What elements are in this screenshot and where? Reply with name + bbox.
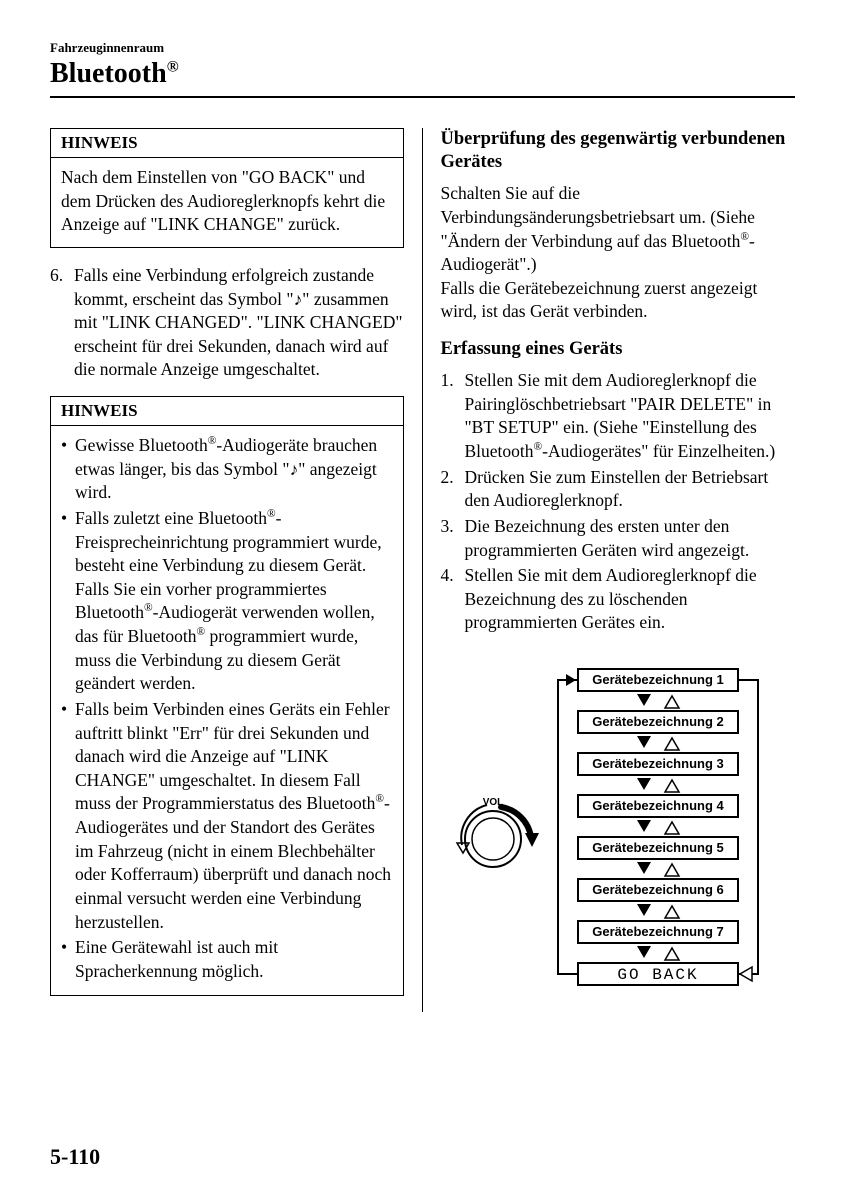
list-item: Die Bezeichnung des ersten unter den pro…: [441, 515, 796, 562]
page-number: 5-110: [50, 1144, 100, 1170]
item-text: Falls eine Verbindung erfolgreich zustan…: [74, 264, 404, 382]
paragraph: Schalten Sie auf die Verbindungsänderung…: [441, 182, 796, 324]
list-item: Falls beim Verbinden eines Geräts ein Fe…: [75, 698, 393, 934]
list-item: Stellen Sie mit dem Audioreglerknopf die…: [441, 369, 796, 464]
subheading-register-device: Erfassung eines Geräts: [441, 338, 796, 361]
page-header: Fahrzeuginnenraum Bluetooth®: [50, 40, 795, 98]
note-body: Gewisse Bluetooth®-Audiogeräte brauchen …: [51, 426, 403, 995]
diagram-svg: VOLGerätebezeichnung 1Gerätebezeichnung …: [448, 659, 788, 995]
svg-text:Gerätebezeichnung 1: Gerätebezeichnung 1: [592, 672, 723, 687]
list-item: Drücken Sie zum Einstellen der Betriebsa…: [441, 466, 796, 513]
page-title: Bluetooth®: [50, 58, 795, 90]
section-label: Fahrzeuginnenraum: [50, 40, 795, 56]
list-item: Eine Gerätewahl ist auch mit Spracherken…: [75, 936, 393, 983]
left-column: HINWEIS Nach dem Einstellen von "GO BACK…: [50, 128, 423, 1012]
note-title: HINWEIS: [51, 129, 403, 158]
svg-text:Gerätebezeichnung 7: Gerätebezeichnung 7: [592, 924, 723, 939]
svg-text:Gerätebezeichnung 6: Gerätebezeichnung 6: [592, 882, 723, 897]
svg-text:Gerätebezeichnung 4: Gerätebezeichnung 4: [592, 798, 724, 813]
numbered-item-6: 6. Falls eine Verbindung erfolgreich zus…: [50, 264, 404, 382]
note-box-2: HINWEIS Gewisse Bluetooth®-Audiogeräte b…: [50, 396, 404, 996]
svg-text:Gerätebezeichnung 3: Gerätebezeichnung 3: [592, 756, 723, 771]
note-box-1: HINWEIS Nach dem Einstellen von "GO BACK…: [50, 128, 404, 248]
right-column: Überprüfung des gegenwärtig verbundenen …: [423, 128, 796, 1012]
svg-text:Gerätebezeichnung 2: Gerätebezeichnung 2: [592, 714, 723, 729]
note-bullet-list: Gewisse Bluetooth®-Audiogeräte brauchen …: [61, 434, 393, 983]
svg-text:Gerätebezeichnung 5: Gerätebezeichnung 5: [592, 840, 723, 855]
list-item: Stellen Sie mit dem Audioreglerknopf die…: [441, 564, 796, 635]
list-item: Gewisse Bluetooth®-Audiogeräte brauchen …: [75, 434, 393, 505]
subheading-check-device: Überprüfung des gegenwärtig verbundenen …: [441, 128, 796, 174]
list-item: Falls zuletzt eine Bluetooth®-Freisprech…: [75, 507, 393, 696]
note-body: Nach dem Einstellen von "GO BACK" und de…: [51, 158, 403, 247]
note-title: HINWEIS: [51, 397, 403, 426]
svg-text:GO BACK: GO BACK: [617, 966, 698, 984]
two-column-layout: HINWEIS Nach dem Einstellen von "GO BACK…: [50, 128, 795, 1012]
item-number: 6.: [50, 264, 74, 382]
device-selection-diagram: VOLGerätebezeichnung 1Gerätebezeichnung …: [441, 659, 796, 995]
steps-list: Stellen Sie mit dem Audioreglerknopf die…: [441, 369, 796, 635]
